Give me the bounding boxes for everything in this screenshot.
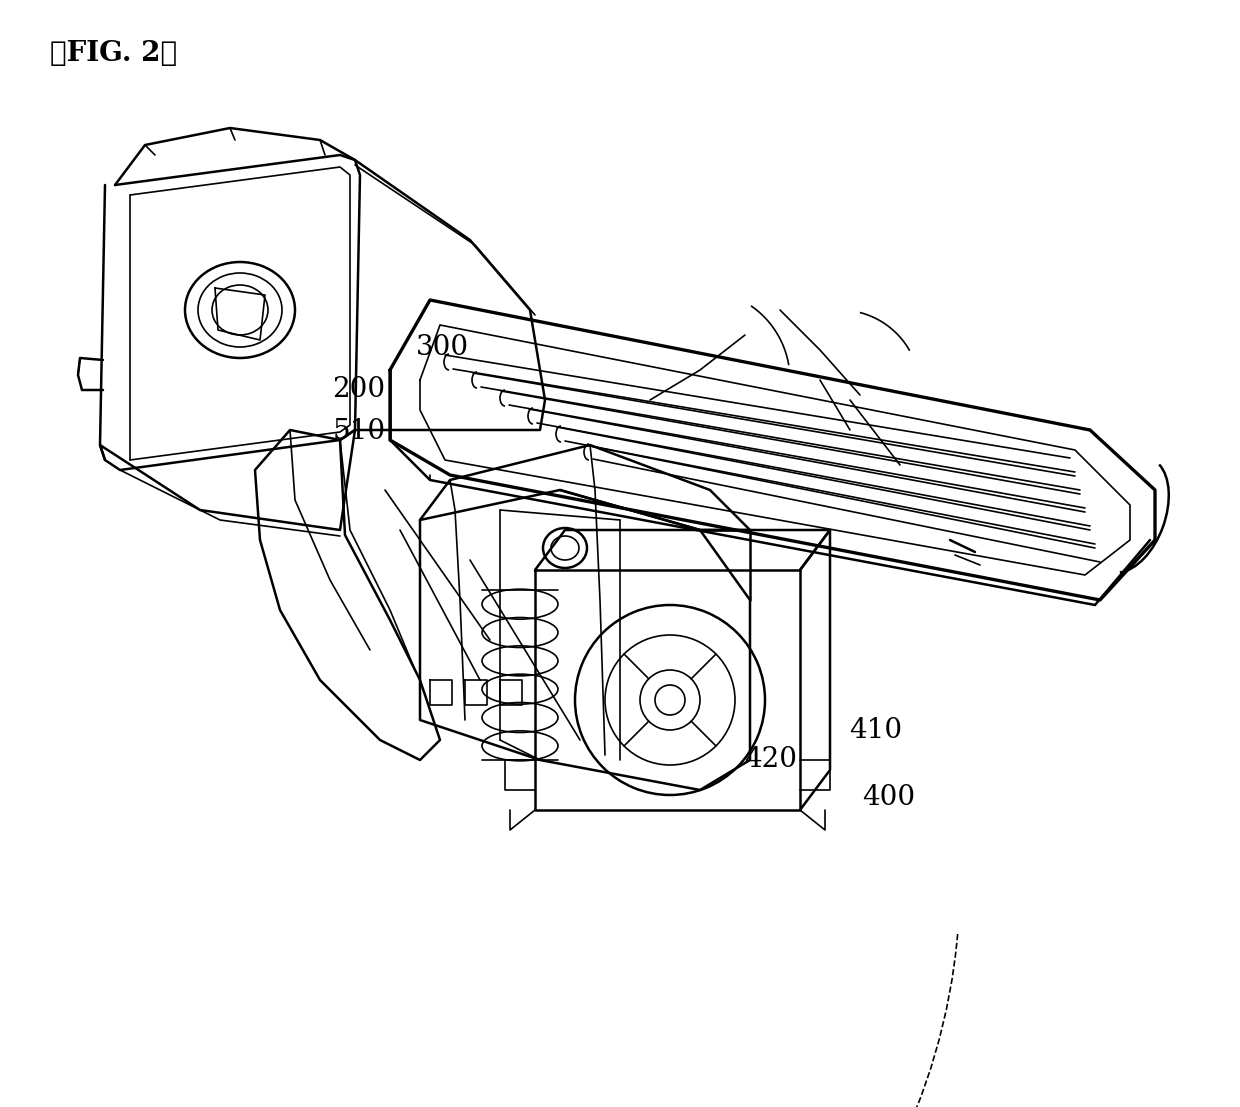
Text: 420: 420 xyxy=(744,746,797,773)
Text: 』FIG. 2『: 』FIG. 2『 xyxy=(50,40,177,68)
Text: 400: 400 xyxy=(862,784,915,810)
Text: 200: 200 xyxy=(332,376,386,403)
Text: 510: 510 xyxy=(332,418,386,445)
Text: 300: 300 xyxy=(415,334,469,361)
Text: 410: 410 xyxy=(849,717,903,744)
